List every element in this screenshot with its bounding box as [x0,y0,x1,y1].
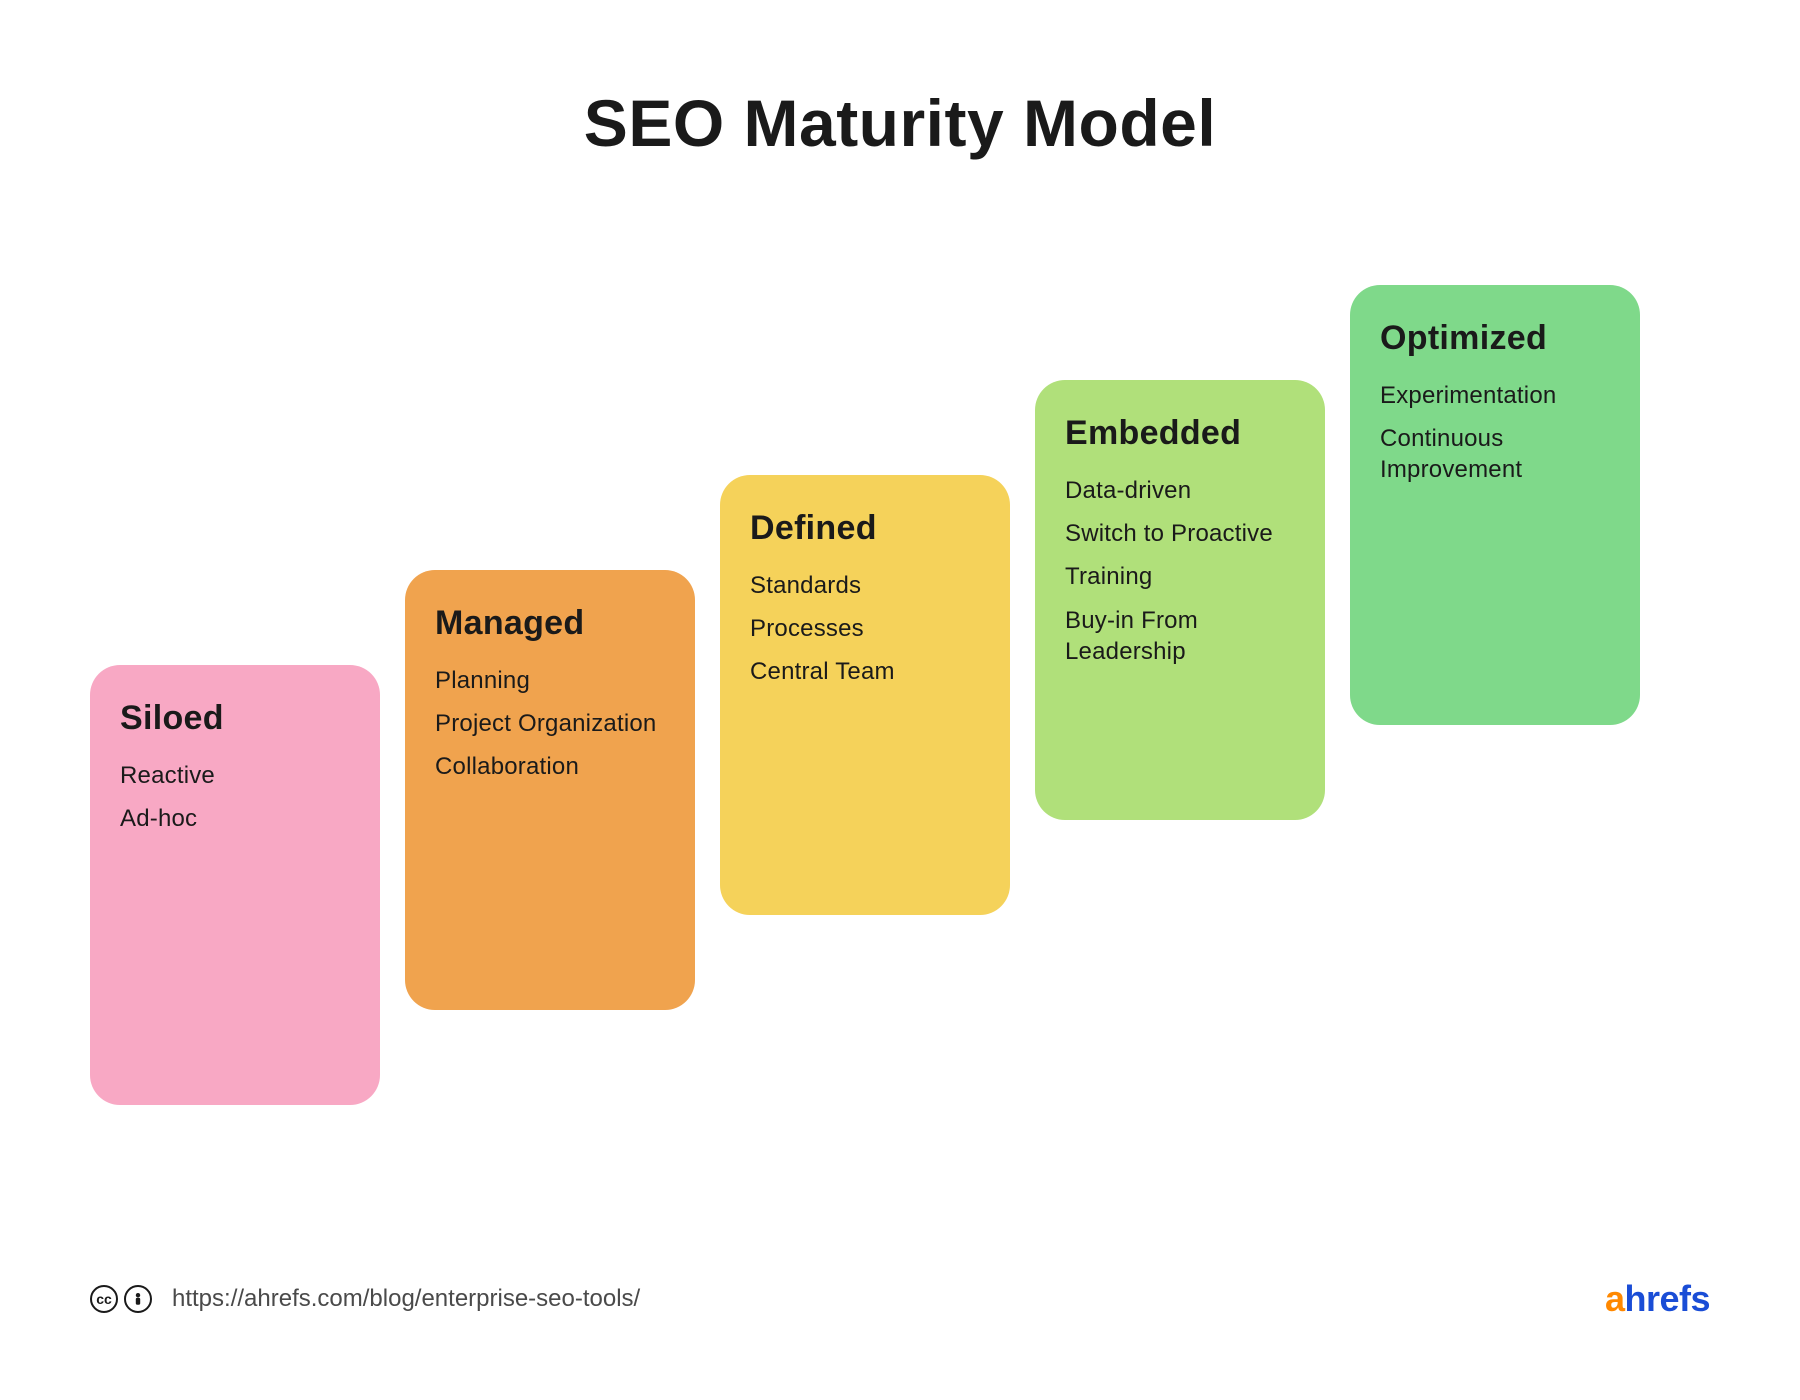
card-items: Standards Processes Central Team [750,570,980,688]
maturity-card-optimized: Optimized Experimentation Continuous Impro… [1350,285,1640,725]
footer: cc https://ahrefs.com/blog/enterprise-se… [90,1278,1710,1320]
maturity-stairs: Siloed Reactive Ad-hoc Managed Planning Proje… [0,270,1800,1170]
card-item: Reactive [120,760,350,791]
card-item: Ad-hoc [120,803,350,834]
card-items: Planning Project Organization Collaboratio… [435,665,665,783]
cc-icon: cc [90,1285,118,1313]
card-item: Continuous Improvement [1380,423,1610,485]
footer-left: cc https://ahrefs.com/blog/enterprise-se… [90,1285,640,1313]
card-item: Central Team [750,656,980,687]
brand-logo-main: hrefs [1624,1278,1710,1319]
maturity-card-defined: Defined Standards Processes Central Team [720,475,1010,915]
brand-logo: ahrefs [1605,1278,1710,1320]
card-title: Managed [435,604,665,643]
card-item: Project Organization [435,708,665,739]
card-title: Defined [750,509,980,548]
cc-license-icons: cc [90,1285,152,1313]
card-item: Processes [750,613,980,644]
card-items: Experimentation Continuous Improvement [1380,380,1610,486]
card-title: Embedded [1065,414,1295,453]
card-item: Collaboration [435,751,665,782]
card-item: Planning [435,665,665,696]
source-url: https://ahrefs.com/blog/enterprise-seo-t… [172,1285,640,1313]
attribution-icon [124,1285,152,1313]
card-item: Training [1065,561,1295,592]
card-items: Reactive Ad-hoc [120,760,350,834]
card-item: Switch to Proactive [1065,518,1295,549]
card-title: Siloed [120,699,350,738]
card-item: Experimentation [1380,380,1610,411]
brand-logo-accent: a [1605,1278,1625,1319]
card-items: Data-driven Switch to Proactive Training Bu… [1065,475,1295,667]
card-item: Buy-in From Leadership [1065,605,1295,667]
maturity-card-managed: Managed Planning Project Organization Colla… [405,570,695,1010]
card-item: Standards [750,570,980,601]
maturity-card-siloed: Siloed Reactive Ad-hoc [90,665,380,1105]
page-title: SEO Maturity Model [0,85,1800,161]
card-title: Optimized [1380,319,1610,358]
card-item: Data-driven [1065,475,1295,506]
maturity-card-embedded: Embedded Data-driven Switch to Proactive Tr… [1035,380,1325,820]
